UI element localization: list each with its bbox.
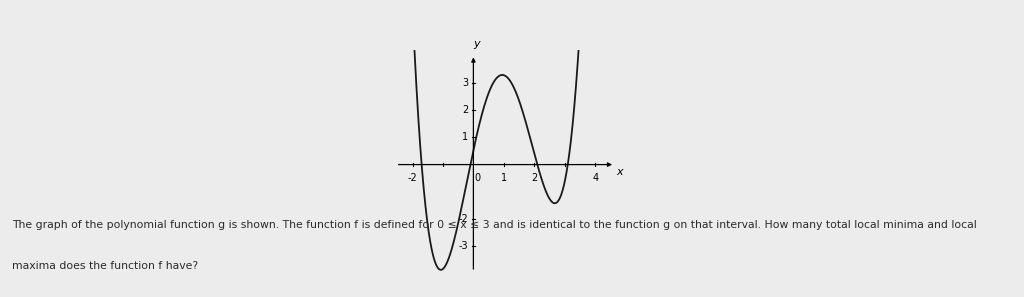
Text: y: y — [474, 39, 480, 49]
Text: 2: 2 — [462, 105, 469, 115]
Text: 1: 1 — [463, 132, 469, 143]
Text: The graph of the polynomial function g is shown. The function f is defined for 0: The graph of the polynomial function g i… — [12, 220, 977, 230]
Text: 2: 2 — [531, 173, 538, 183]
Text: 0: 0 — [474, 173, 480, 183]
Text: 1: 1 — [501, 173, 507, 183]
Text: -2: -2 — [408, 173, 418, 183]
Text: 4: 4 — [592, 173, 598, 183]
Text: maxima does the function f have?: maxima does the function f have? — [12, 261, 199, 271]
Text: 3: 3 — [463, 78, 469, 88]
Text: x: x — [616, 167, 623, 177]
Text: -2: -2 — [459, 214, 469, 224]
Text: -3: -3 — [459, 241, 469, 251]
